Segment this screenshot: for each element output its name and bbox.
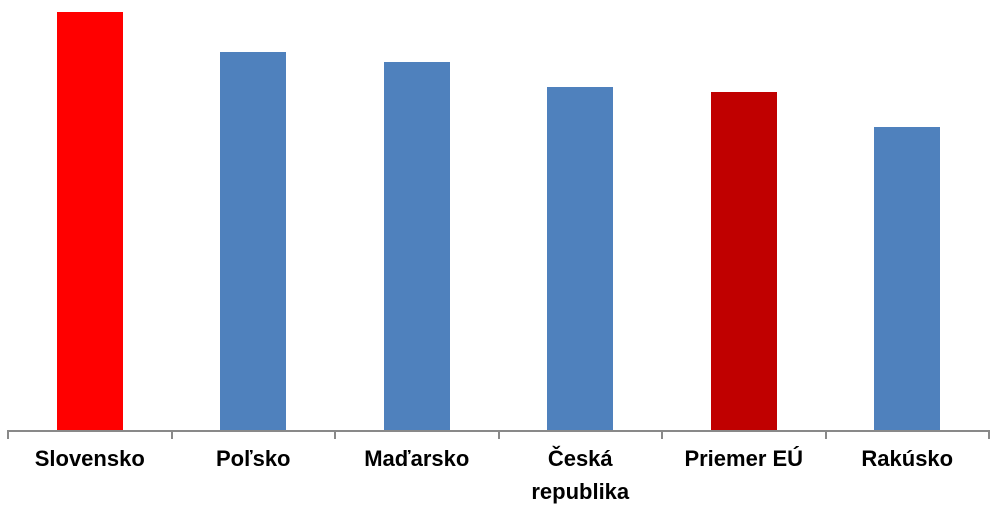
category-slot: [172, 0, 336, 431]
axis-tick: [497, 430, 500, 439]
axis-tick: [824, 430, 827, 439]
category-slot: [826, 0, 990, 431]
axis-tick: [7, 430, 9, 439]
bar-priemer-eu: [710, 91, 777, 431]
category-slot: [335, 0, 499, 431]
category-label-ceska-republika: Česká republika: [531, 446, 630, 504]
category-label-madarsko: Maďarsko: [364, 446, 470, 471]
category-label-rakusko: Rakúsko: [861, 446, 954, 471]
x-axis-labels: Slovensko Poľsko Maďarsko Česká republik…: [8, 442, 989, 508]
axis-tick: [988, 430, 990, 439]
bar-polsko: [220, 52, 287, 431]
category-slot: [8, 0, 172, 431]
x-axis-ticks: [7, 430, 990, 439]
category-slot: [662, 0, 826, 431]
bar-rakusko: [874, 127, 941, 431]
bar-slovensko: [56, 12, 123, 431]
category-label-priemer-eu: Priemer EÚ: [684, 446, 804, 471]
category-label-slovensko: Slovensko: [34, 446, 145, 471]
plot-area: [8, 0, 989, 431]
category-label-polsko: Poľsko: [216, 446, 291, 471]
axis-tick: [661, 430, 663, 439]
bar-madarsko: [383, 62, 450, 431]
axis-tick: [334, 430, 336, 439]
category-slot: [499, 0, 663, 431]
bar-ceska-republika: [547, 87, 614, 431]
axis-tick: [170, 430, 173, 439]
